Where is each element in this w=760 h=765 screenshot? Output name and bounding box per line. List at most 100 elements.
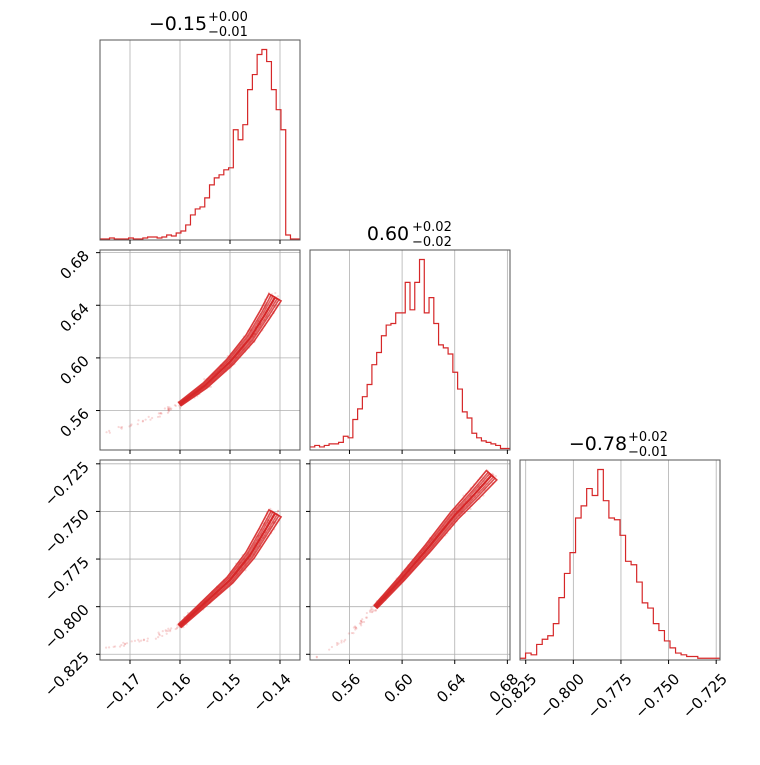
sample-point	[174, 404, 177, 407]
panel-frame	[309, 249, 511, 451]
sample-point	[365, 611, 368, 615]
sample-point	[176, 626, 179, 629]
sample-point	[142, 638, 146, 641]
y-tick-label: 0.64	[56, 299, 92, 335]
sample-point	[364, 616, 368, 619]
sample-point	[122, 644, 126, 648]
sample-point	[372, 609, 376, 612]
sample-point	[158, 632, 161, 636]
sample-point	[151, 416, 154, 420]
sample-point	[361, 620, 364, 624]
sample-point	[167, 408, 170, 411]
sample-point	[144, 418, 147, 421]
sample-point	[277, 510, 280, 513]
sample-point	[158, 634, 161, 637]
sample-point	[136, 423, 139, 426]
sample-point	[370, 606, 373, 609]
sample-point	[369, 610, 372, 614]
sample-point	[167, 407, 170, 410]
sample-point	[347, 632, 350, 635]
sample-point	[368, 609, 372, 612]
sample-point	[119, 426, 122, 429]
density-ridge	[179, 512, 276, 627]
sample-point	[374, 609, 377, 612]
sample-point	[360, 624, 363, 627]
y-tick-label: −0.750	[41, 506, 93, 558]
sample-point	[108, 431, 111, 434]
sample-point	[328, 648, 331, 651]
contour-level	[373, 471, 497, 609]
x-tick-label: 0.56	[328, 670, 364, 706]
x-tick-label: −0.17	[100, 670, 145, 715]
sample-point	[164, 629, 167, 632]
sample-point	[276, 509, 280, 512]
x-tick-label: 0.64	[433, 670, 469, 706]
sample-point	[315, 655, 318, 658]
sample-point	[360, 621, 363, 624]
param-title-value: −0.15	[149, 13, 207, 35]
scatter-panel-2-0: −0.17 −0.16 −0.15 −0.14−0.825−0.800−0.775−0…	[41, 458, 301, 715]
sample-point	[276, 295, 280, 298]
x-tick-label: −0.750	[631, 670, 683, 722]
sample-point	[118, 645, 122, 648]
contour-level	[177, 292, 283, 407]
histogram-step-line	[520, 468, 720, 659]
sample-point	[355, 627, 358, 630]
panel-frame	[99, 249, 301, 451]
sample-point	[129, 424, 133, 427]
contour-level	[177, 509, 281, 628]
sample-point	[141, 420, 144, 423]
y-tick-label: −0.725	[41, 458, 93, 510]
sample-point	[209, 385, 212, 388]
sample-point	[365, 616, 369, 619]
sample-point	[133, 639, 137, 642]
sample-point	[167, 407, 170, 410]
sample-point	[120, 427, 123, 430]
sample-point	[174, 627, 177, 631]
sample-point	[374, 608, 377, 612]
sample-point	[161, 634, 164, 638]
sample-point	[130, 423, 133, 426]
y-tick-label: −0.775	[41, 553, 93, 605]
sample-point	[370, 611, 374, 614]
sample-point	[340, 641, 343, 644]
histogram-step-line	[310, 258, 510, 450]
sample-point	[360, 619, 363, 623]
sample-point	[167, 409, 170, 412]
sample-point	[124, 642, 127, 645]
sample-point	[166, 405, 170, 409]
y-tick-label: −0.800	[41, 601, 93, 653]
sample-point	[117, 425, 120, 429]
sample-point	[178, 404, 181, 407]
x-tick-label: 0.60	[381, 670, 417, 706]
panel-inner	[104, 507, 283, 649]
scatter-panel-2-1: 0.56 0.60 0.64 0.68	[306, 459, 522, 706]
param-title-minus: −0.01	[628, 445, 668, 460]
sample-point	[352, 626, 355, 629]
sample-point	[120, 643, 123, 647]
sample-point	[146, 637, 149, 640]
sample-point	[343, 640, 346, 643]
x-tick-label: −0.725	[679, 670, 731, 722]
sample-point	[354, 626, 357, 629]
density-ridge	[374, 474, 493, 608]
sample-point	[166, 411, 170, 414]
panel-frame	[99, 459, 301, 661]
sample-point	[167, 627, 170, 630]
sample-point	[157, 631, 160, 634]
sample-point	[354, 626, 357, 629]
sample-point	[128, 425, 131, 428]
sample-point	[353, 625, 357, 628]
sample-point	[337, 642, 340, 645]
sample-point	[157, 412, 160, 415]
sample-point	[371, 608, 374, 611]
density-ridge	[179, 296, 276, 405]
sample-point	[123, 643, 126, 646]
sample-point	[142, 639, 146, 642]
hist-panel-2: −0.825−0.800−0.775−0.750−0.725−0.78 +0.02…	[488, 430, 730, 722]
sample-point	[161, 629, 164, 633]
sample-point	[169, 408, 172, 411]
sample-point	[154, 637, 157, 640]
sample-point	[125, 642, 129, 645]
